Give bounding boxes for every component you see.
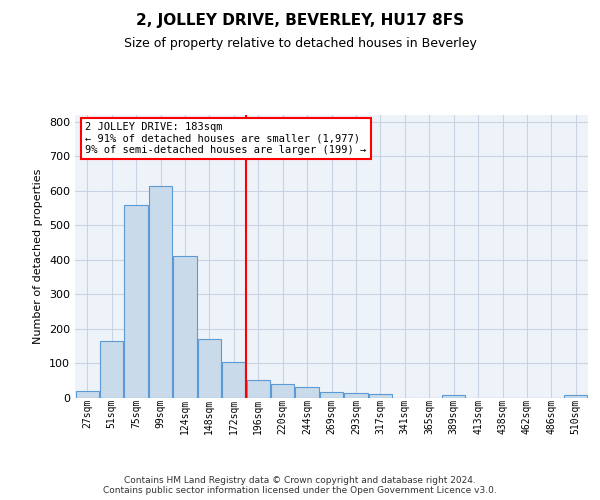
Bar xyxy=(320,392,343,398)
Bar xyxy=(222,362,245,398)
Text: Size of property relative to detached houses in Beverley: Size of property relative to detached ho… xyxy=(124,38,476,51)
Bar xyxy=(173,256,197,398)
Bar xyxy=(100,340,123,398)
Bar xyxy=(124,204,148,398)
Bar xyxy=(247,380,270,398)
Bar xyxy=(271,384,294,398)
Bar xyxy=(198,339,221,398)
Bar xyxy=(149,186,172,398)
Bar xyxy=(564,394,587,398)
Text: 2, JOLLEY DRIVE, BEVERLEY, HU17 8FS: 2, JOLLEY DRIVE, BEVERLEY, HU17 8FS xyxy=(136,12,464,28)
Bar xyxy=(369,394,392,398)
Text: Contains HM Land Registry data © Crown copyright and database right 2024.
Contai: Contains HM Land Registry data © Crown c… xyxy=(103,476,497,495)
Bar xyxy=(295,387,319,398)
Bar xyxy=(442,394,465,398)
Bar xyxy=(344,394,368,398)
Text: 2 JOLLEY DRIVE: 183sqm
← 91% of detached houses are smaller (1,977)
9% of semi-d: 2 JOLLEY DRIVE: 183sqm ← 91% of detached… xyxy=(85,122,367,156)
Bar xyxy=(76,390,99,398)
Y-axis label: Number of detached properties: Number of detached properties xyxy=(34,168,43,344)
